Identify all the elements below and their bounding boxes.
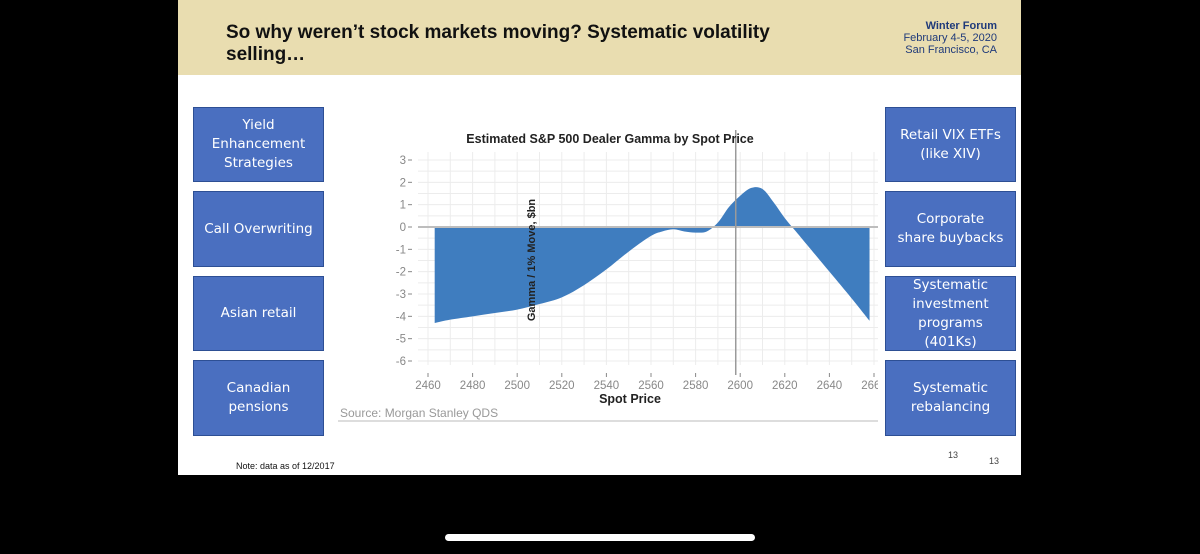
page-number-2: 13 [989,456,1000,466]
gamma-chart: 3 2 1 0 -1 -2 -3 -4 -5 -6 2460 2480 2500 2520 2540 256… [338,125,878,425]
data-note: Note: data as of 12/2017 [236,461,335,471]
x-axis-label: Spot Price [599,392,661,406]
y-tick-label: 2 [400,177,406,189]
forum-dates: February 4-5, 2020 [903,32,997,44]
slide-title: So why weren’t stock markets moving? Sys… [226,22,770,65]
x-tick-label: 2560 [638,380,664,392]
left-box-call-overwriting: Call Overwriting [193,191,324,267]
y-tick-label: 0 [400,222,406,234]
left-box-asian-retail: Asian retail [193,276,324,351]
chart-source: Source: Morgan Stanley QDS [340,406,498,420]
y-tick-label: -4 [396,311,407,323]
y-axis-ticks: 3 2 1 0 -1 -2 -3 -4 -5 -6 [396,155,412,368]
x-tick-label: 2640 [817,380,843,392]
forum-location: San Francisco, CA [905,44,997,56]
left-box-canadian-pensions: Canadian pensions [193,360,324,436]
x-tick-label: 2620 [772,380,798,392]
page-number-1: 13 [948,450,959,460]
y-tick-label: -3 [396,289,406,301]
gamma-area [434,187,870,324]
slide: So why weren’t stock markets moving? Sys… [178,0,1021,475]
x-tick-label: 2500 [504,380,530,392]
x-tick-label: 2480 [460,380,486,392]
chart-title: Estimated S&P 500 Dealer Gamma by Spot P… [466,132,753,146]
x-tick-label: 2520 [549,380,575,392]
y-tick-label: 3 [400,155,406,167]
left-box-yield-enhancement: Yield Enhancement Strategies [193,107,324,182]
y-tick-label: 1 [400,200,406,212]
y-tick-label: -1 [396,244,406,256]
forum-name: Winter Forum [925,20,997,32]
x-tick-label: 2460 [415,380,441,392]
right-box-systematic-rebalancing: Systematic rebalancing [885,360,1016,436]
x-tick-label: 2540 [594,380,620,392]
y-tick-label: -6 [396,356,406,368]
right-box-corporate-buybacks: Corporate share buybacks [885,191,1016,267]
title-banner [178,0,1021,75]
right-box-systematic-investment: Systematic investment programs (401Ks) [885,276,1016,351]
x-tick-label: 2660 [861,380,878,392]
y-axis-label: Gamma / 1% Move, $bn [526,199,538,322]
y-tick-label: -2 [396,267,406,279]
x-tick-label: 2600 [727,380,753,392]
home-indicator[interactable] [445,534,755,541]
right-box-retail-vix-etfs: Retail VIX ETFs (like XIV) [885,107,1016,182]
y-tick-label: -5 [396,334,406,346]
x-axis-ticks: 2460 2480 2500 2520 2540 2560 2580 2600 2620 2640… [415,373,878,392]
forum-info: Winter Forum February 4-5, 2020 San Fran… [903,20,997,56]
x-tick-label: 2580 [683,380,709,392]
